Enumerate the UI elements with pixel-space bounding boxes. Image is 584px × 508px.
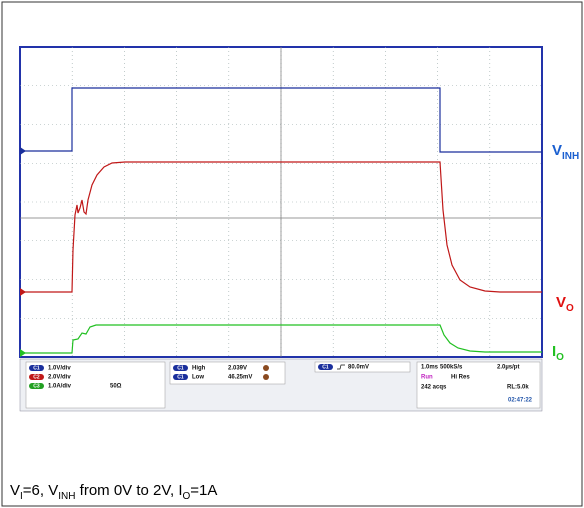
badge: C1 bbox=[322, 364, 329, 370]
channel-labels: VINH VO IO bbox=[552, 142, 579, 363]
label: VO bbox=[556, 294, 574, 314]
badge: C1 bbox=[177, 374, 184, 380]
text: Hi Res bbox=[451, 375, 470, 381]
badge: C1 bbox=[177, 365, 184, 371]
caption: VI=6, VINH from 0V to 2V, IO=1A bbox=[10, 482, 217, 502]
text: High bbox=[192, 366, 206, 372]
trace-vo bbox=[20, 161, 542, 293]
text: 242 acqs bbox=[421, 385, 447, 391]
trace-io bbox=[20, 324, 542, 354]
text: 1.0V/div bbox=[48, 366, 71, 372]
text: 50Ω bbox=[110, 384, 122, 390]
badge: C2 bbox=[33, 374, 40, 380]
text: 2.0V/div bbox=[48, 375, 71, 381]
text: 02:47:22 bbox=[508, 398, 533, 404]
label: IO bbox=[552, 343, 564, 363]
scope-screen bbox=[19, 46, 543, 358]
text: Run bbox=[421, 375, 433, 381]
label: VINH bbox=[552, 142, 579, 162]
text: 500kS/s bbox=[440, 365, 463, 371]
badge: C3 bbox=[33, 383, 40, 389]
text: 46.25mV bbox=[228, 375, 252, 381]
text: 1.0A/div bbox=[48, 384, 72, 390]
text: 2.039V bbox=[228, 366, 247, 372]
status-bar: C1 1.0V/div C2 2.0V/div C3 1.0A/div 50Ω … bbox=[19, 358, 543, 412]
badge: C1 bbox=[33, 365, 40, 371]
text: RL:5.0k bbox=[507, 385, 529, 391]
text: 2.0µs/pt bbox=[497, 365, 519, 371]
marker bbox=[20, 349, 26, 357]
marker bbox=[20, 288, 26, 296]
trace-vinh bbox=[20, 87, 542, 153]
text: Low bbox=[192, 375, 204, 381]
text: 80.0mV bbox=[348, 365, 369, 371]
text: 1.0ms bbox=[421, 365, 439, 371]
marker bbox=[20, 147, 26, 155]
